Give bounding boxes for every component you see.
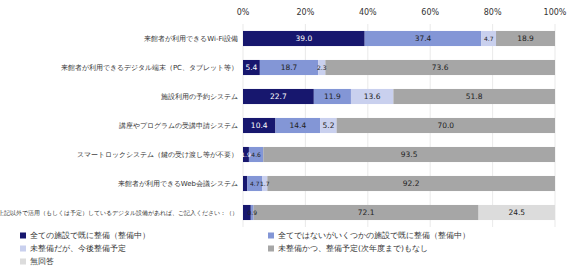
bar-segment bbox=[496, 31, 555, 46]
tick-label: 0% bbox=[237, 8, 250, 17]
data-label: 11.9 bbox=[324, 92, 341, 101]
data-label: 92.2 bbox=[403, 179, 420, 188]
data-label: 4.7 bbox=[484, 35, 494, 42]
data-label: 5.2 bbox=[323, 121, 335, 130]
bars bbox=[243, 31, 555, 220]
bar-segment bbox=[365, 31, 482, 46]
chart: 0% 20% 40% 60% 80% 100% 39.0 37.4 4.7 18.9 5.4 18.7… bbox=[0, 0, 567, 272]
data-labels: 39.0 37.4 4.7 18.9 5.4 18.7 2.3 73.6 22.7 11.9 13.… bbox=[241, 34, 534, 217]
bar-segment bbox=[249, 147, 263, 162]
data-label: 22.7 bbox=[270, 92, 287, 101]
category-label: スマートロックシステム（鍵の受け渡し等が不要） bbox=[77, 151, 238, 159]
bar-segment bbox=[243, 31, 365, 46]
data-label: 2.3 bbox=[317, 64, 327, 71]
tick-label: 100% bbox=[544, 8, 567, 17]
bar-segment bbox=[555, 147, 556, 162]
legend-swatch bbox=[20, 246, 26, 252]
tick-label: 80% bbox=[484, 8, 502, 17]
data-label: 18.9 bbox=[517, 34, 534, 43]
bar-segment bbox=[555, 118, 556, 133]
bar-segment bbox=[555, 176, 556, 191]
bar-segment bbox=[314, 89, 351, 104]
data-label: 70.0 bbox=[437, 121, 454, 130]
bar-segment bbox=[267, 176, 555, 191]
legend-label: 無回答 bbox=[30, 257, 54, 266]
tick-label: 40% bbox=[359, 8, 377, 17]
bar-segment bbox=[481, 31, 496, 46]
data-label: 4.7 bbox=[250, 180, 260, 187]
data-label: 72.1 bbox=[358, 208, 375, 217]
data-label: 1.9 bbox=[241, 151, 251, 158]
legend-swatch bbox=[20, 233, 26, 239]
data-label: 37.4 bbox=[415, 34, 432, 43]
bar-segment bbox=[243, 176, 247, 191]
data-label: 1.7 bbox=[260, 180, 270, 187]
legend-swatch bbox=[268, 246, 274, 252]
category-label: 来館者が利用できるデジタル端末（PC、タブレット等） bbox=[61, 64, 238, 72]
data-label: 39.0 bbox=[295, 34, 312, 43]
data-label: 73.6 bbox=[432, 63, 449, 72]
bar-segment bbox=[555, 31, 556, 46]
legend-swatch bbox=[268, 233, 274, 239]
category-label: 施設利用の予約システム bbox=[161, 93, 238, 101]
data-label: 4.6 bbox=[251, 151, 261, 158]
data-label: 18.7 bbox=[281, 63, 298, 72]
category-label: 来館者が利用できるWeb会議システム bbox=[118, 180, 238, 188]
bar-segment bbox=[325, 60, 555, 75]
data-label: 5.4 bbox=[245, 63, 257, 72]
bar-segment bbox=[479, 205, 555, 220]
bar-segment bbox=[320, 118, 336, 133]
bar-segment bbox=[243, 118, 275, 133]
bar-segment bbox=[254, 205, 479, 220]
legend-swatch bbox=[20, 259, 26, 265]
bar-segment bbox=[337, 118, 555, 133]
bar-segment bbox=[260, 60, 318, 75]
bar-segment bbox=[243, 60, 260, 75]
bar-segment bbox=[351, 89, 393, 104]
bar-segment bbox=[555, 89, 556, 104]
bar-segment bbox=[263, 147, 555, 162]
legend: 全ての施設で既に整備（整備中） 全てではないがいくつかの施設で既に整備（整備中） 未… bbox=[20, 231, 470, 266]
legend-label: 未整備だが、今後整備予定 bbox=[30, 244, 126, 253]
data-label: 0.9 bbox=[247, 209, 257, 216]
data-label: 14.4 bbox=[290, 121, 307, 130]
category-label: 上記以外で活用（もしくは予定）しているデジタル設備があれば、ご記入ください：（） bbox=[0, 209, 238, 217]
legend-label: 全てではないがいくつかの施設で既に整備（整備中） bbox=[278, 231, 470, 240]
data-label: 24.5 bbox=[508, 208, 525, 217]
category-label: 来館者が利用できるWi-Fi設備 bbox=[144, 35, 238, 43]
data-label: 93.5 bbox=[401, 150, 418, 159]
legend-label: 未整備かつ、整備予定(次年度まで)もなし bbox=[278, 244, 428, 253]
data-label: 13.6 bbox=[364, 92, 381, 101]
data-label: 10.4 bbox=[251, 121, 268, 130]
bar-segment bbox=[393, 89, 555, 104]
category-label: 講座やプログラムの受講申請システム bbox=[119, 122, 238, 130]
tick-label: 20% bbox=[297, 8, 315, 17]
bar-segment bbox=[275, 118, 320, 133]
legend-label: 全ての施設で既に整備（整備中） bbox=[30, 231, 150, 240]
data-label: 51.8 bbox=[466, 92, 483, 101]
bar-segment bbox=[555, 60, 556, 75]
tick-label: 60% bbox=[421, 8, 439, 17]
bar-segment bbox=[243, 89, 314, 104]
